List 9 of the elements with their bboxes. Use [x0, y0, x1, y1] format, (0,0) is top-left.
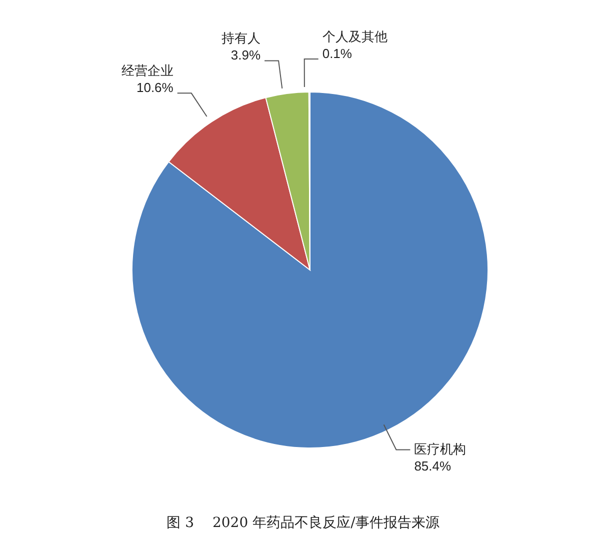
- data-label: 85.4%: [414, 458, 452, 474]
- data-label: 10.6%: [136, 80, 174, 96]
- data-label: 3.9%: [230, 48, 261, 63]
- caption: 图 3 2020 年药品不良反应/事件报告来源: [166, 514, 440, 532]
- slice-label: 个人及其他: [322, 30, 388, 45]
- slice-label: 持有人: [222, 32, 261, 47]
- data-label: 0.1%: [322, 46, 352, 61]
- slice-label: 医疗机构: [414, 442, 466, 458]
- slice-label: 经营企业: [121, 64, 174, 80]
